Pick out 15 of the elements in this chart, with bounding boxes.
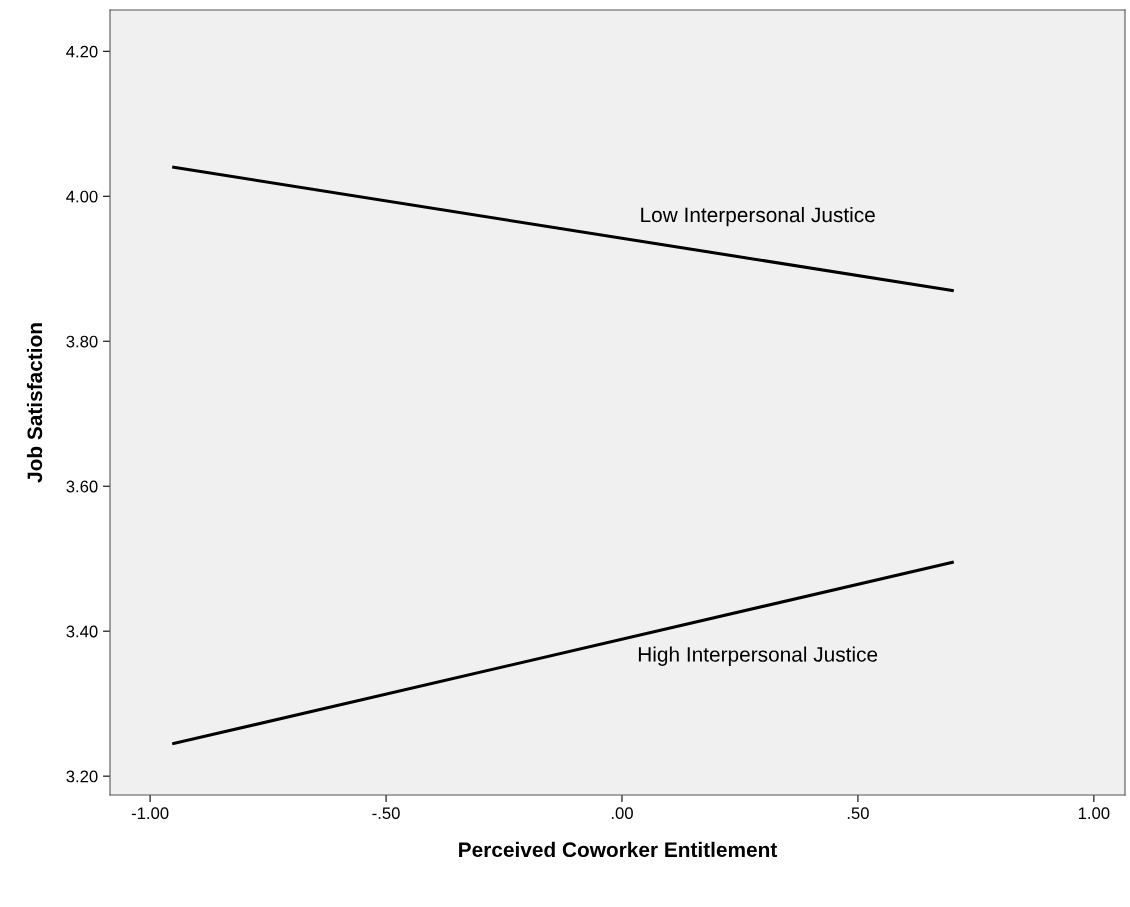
x-tick-label: .00 [611, 807, 633, 820]
x-tick-label: -.50 [372, 807, 400, 820]
series-label: High Interpersonal Justice [638, 646, 878, 666]
x-tick-label: 1.00 [1078, 807, 1110, 820]
y-tick-label: 3.40 [66, 625, 98, 638]
y-tick-label: 3.20 [66, 770, 98, 783]
x-tick-label: .50 [847, 807, 869, 820]
series-label: Low Interpersonal Justice [641, 206, 875, 227]
y-tick-label: 3.60 [66, 480, 98, 493]
y-tick-label: 4.20 [66, 45, 98, 58]
y-tick-label: 4.00 [66, 190, 98, 203]
y-tick-label: 3.80 [66, 335, 98, 348]
x-tick-label: -1.00 [131, 807, 169, 820]
y-axis-title: Job Satisfaction [26, 323, 43, 483]
x-axis-title: Perceived Coworker Entitlement [459, 841, 778, 858]
